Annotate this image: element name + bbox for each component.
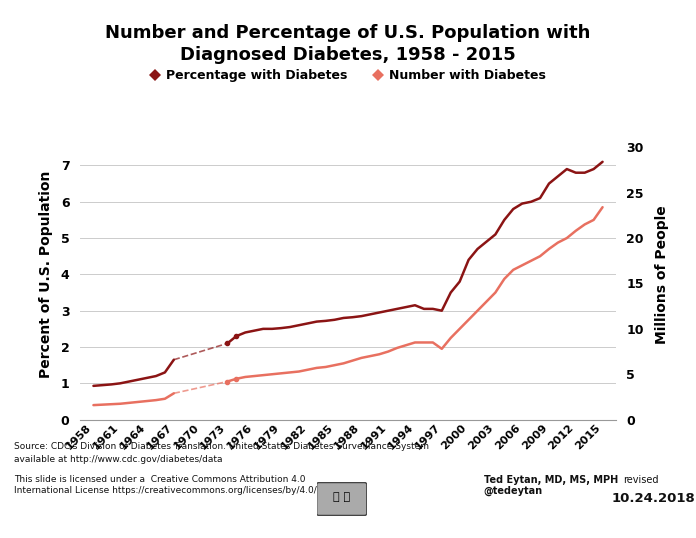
Text: Source: CDC's Division of Diabetes Translation. United States Diabetes Surveilla: Source: CDC's Division of Diabetes Trans… xyxy=(14,442,429,451)
Text: Number and Percentage of U.S. Population with
Diagnosed Diabetes, 1958 - 2015: Number and Percentage of U.S. Population… xyxy=(105,24,591,65)
Y-axis label: Millions of People: Millions of People xyxy=(655,205,669,344)
Text: revised: revised xyxy=(623,475,658,485)
Text: Ⓒ Ⓨ: Ⓒ Ⓨ xyxy=(333,492,350,502)
Y-axis label: Percent of U.S. Population: Percent of U.S. Population xyxy=(38,171,52,378)
Text: International License https://creativecommons.org/licenses/by/4.0/: International License https://creativeco… xyxy=(14,486,317,495)
Text: available at http://www.cdc.gov/diabetes/data: available at http://www.cdc.gov/diabetes… xyxy=(14,455,223,464)
Text: @tedeytan: @tedeytan xyxy=(484,486,543,496)
Text: This slide is licensed under a  Creative Commons Attribution 4.0: This slide is licensed under a Creative … xyxy=(14,475,306,484)
FancyBboxPatch shape xyxy=(317,483,367,515)
Text: 10.24.2018: 10.24.2018 xyxy=(611,492,695,505)
Legend: Percentage with Diabetes, Number with Diabetes: Percentage with Diabetes, Number with Di… xyxy=(145,64,551,87)
Text: Ted Eytan, MD, MS, MPH: Ted Eytan, MD, MS, MPH xyxy=(484,475,618,485)
